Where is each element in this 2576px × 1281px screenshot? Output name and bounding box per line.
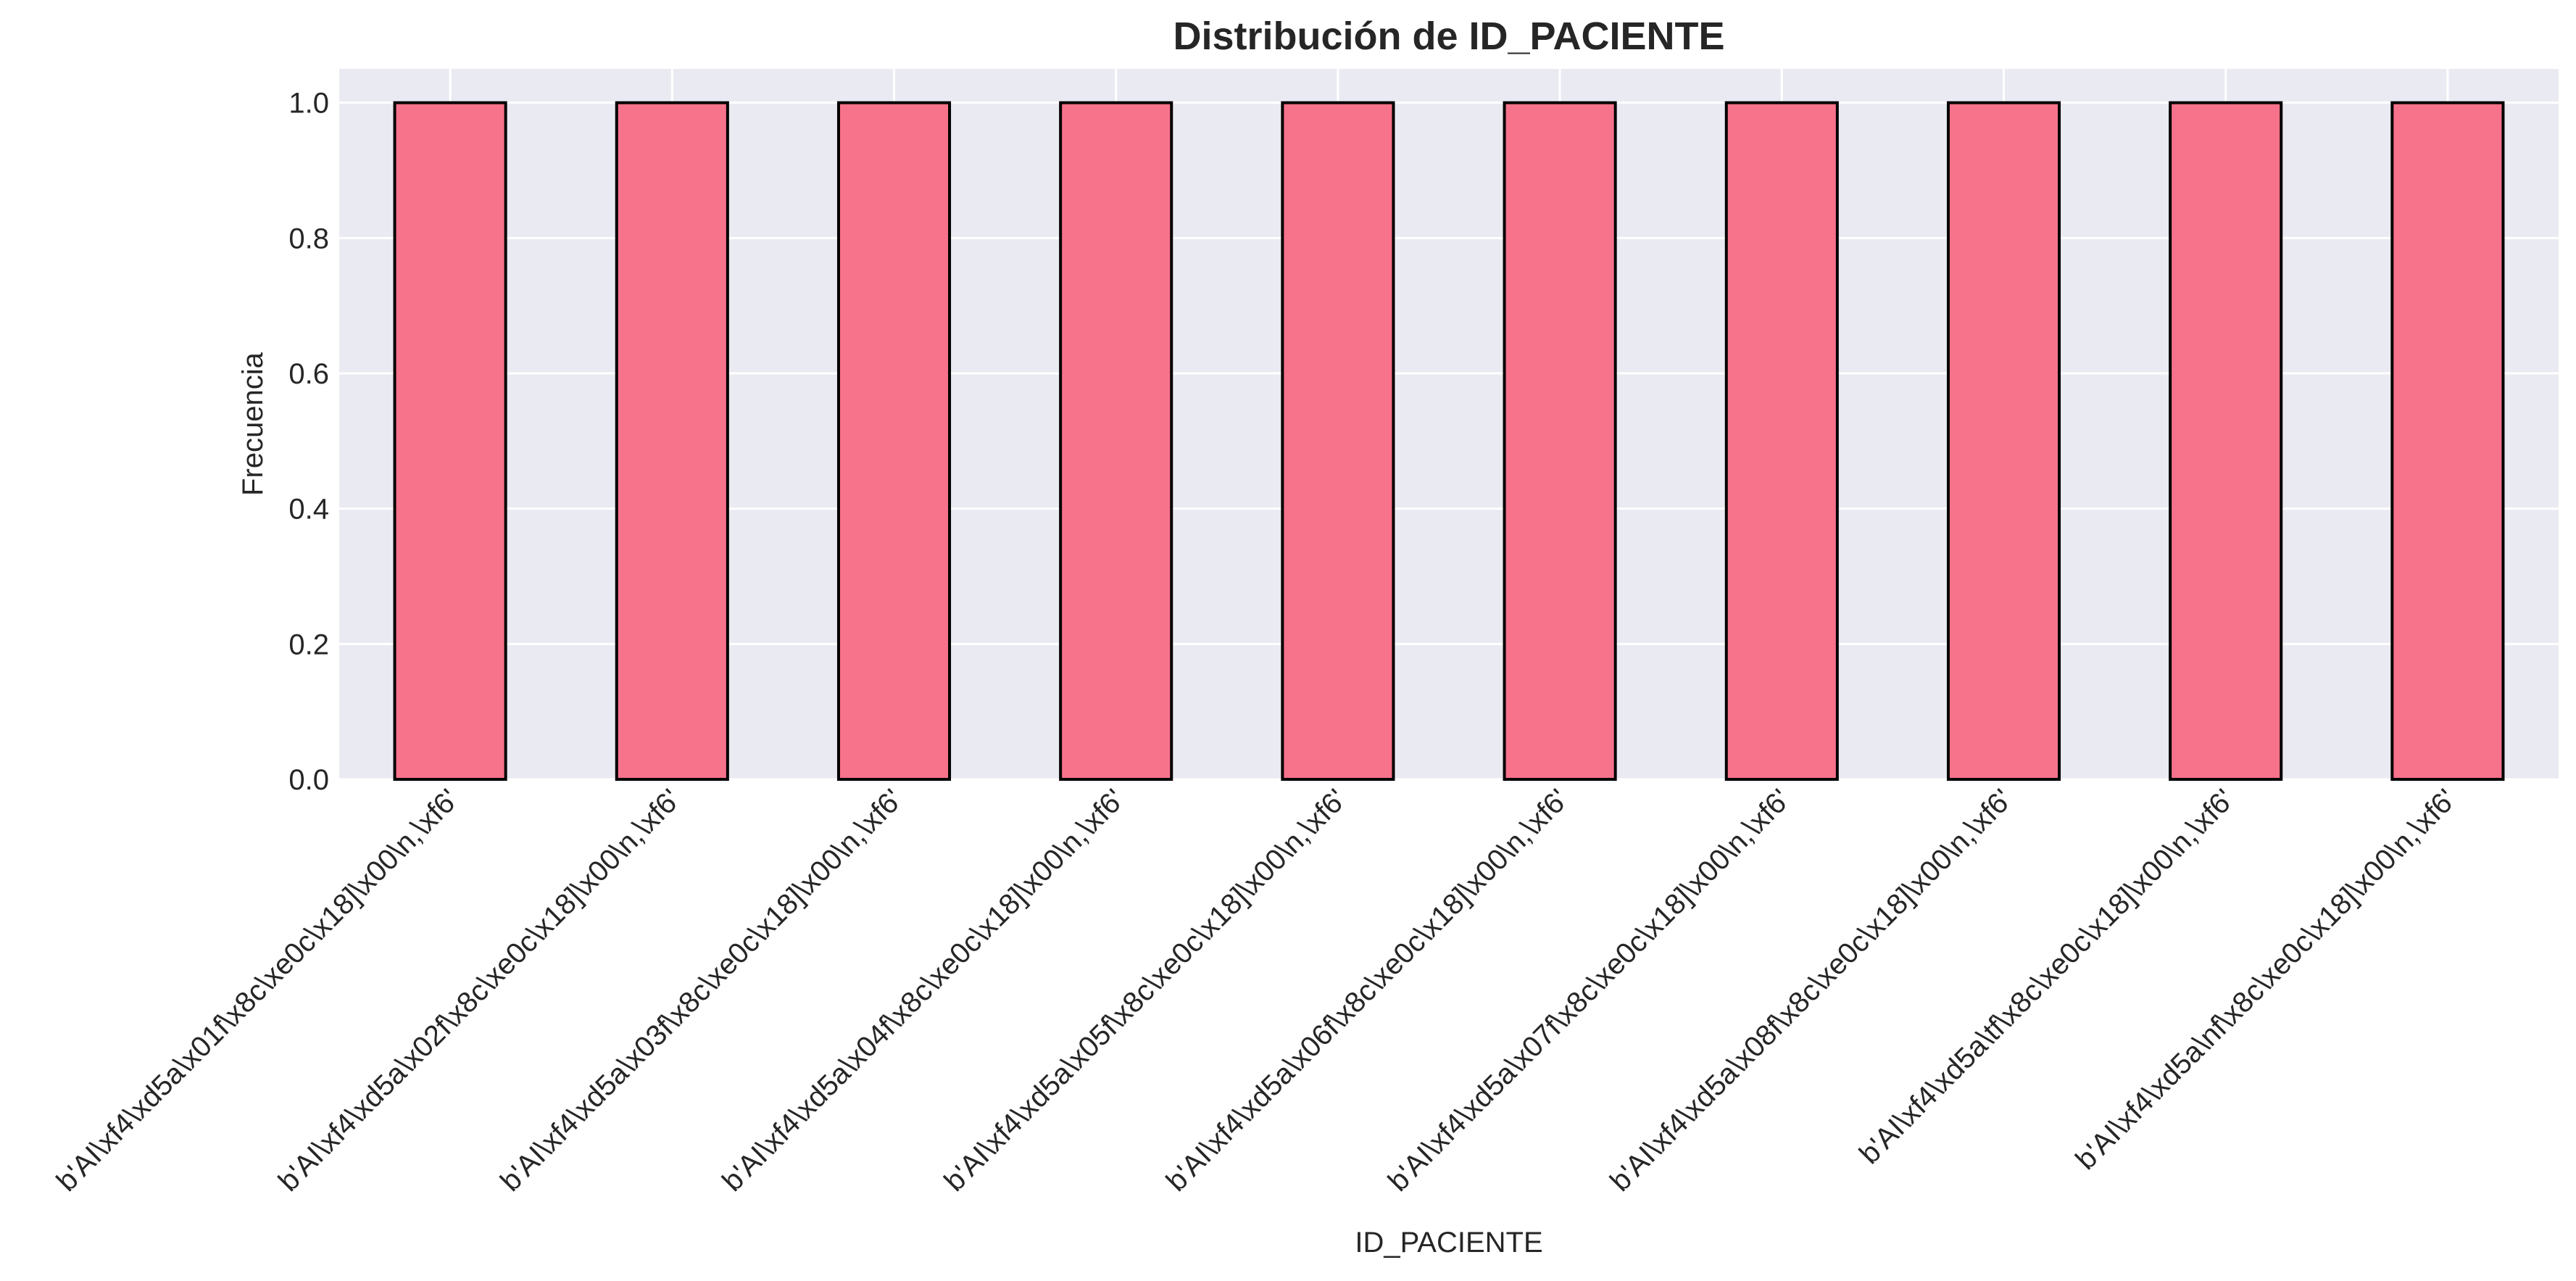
- x-tick-label: b'AI\xf4\xd5a\x08f\x8c\xe0c\x18]\x00\n,\…: [1604, 783, 2019, 1198]
- x-tick-label: b'AI\xf4\xd5a\x04f\x8c\xe0c\x18]\x00\n,\…: [716, 783, 1131, 1198]
- bar: [2169, 101, 2283, 781]
- y-tick-label: 0.8: [288, 223, 329, 254]
- x-tick-label: b'AI\xf4\xd5a\x03f\x8c\xe0c\x18]\x00\n,\…: [494, 783, 909, 1198]
- bar: [393, 101, 507, 781]
- bar: [2390, 101, 2505, 781]
- x-tick-labels: b'AI\xf4\xd5a\x01f\x8c\xe0c\x18]\x00\n,\…: [51, 783, 2463, 1198]
- y-tick-label: 0.2: [288, 629, 329, 660]
- x-tick-label: b'AI\xf4\xd5a\x06f\x8c\xe0c\x18]\x00\n,\…: [1160, 783, 1575, 1198]
- chart-title: Distribución de ID_PACIENTE: [1173, 14, 1724, 58]
- x-tick-label: b'AI\xf4\xd5a\x07f\x8c\xe0c\x18]\x00\n,\…: [1382, 783, 1797, 1198]
- y-tick-label: 0.6: [288, 358, 329, 390]
- x-axis-label: ID_PACIENTE: [1355, 1227, 1542, 1259]
- bar: [1059, 101, 1173, 781]
- bar: [615, 101, 729, 781]
- bar: [836, 101, 952, 781]
- y-tick-label: 0.0: [288, 764, 329, 796]
- bar: [1946, 101, 2061, 781]
- y-axis-label: Frecuencia: [237, 352, 269, 496]
- bar: [1503, 101, 1617, 781]
- y-tick-label: 1.0: [288, 88, 329, 120]
- y-tick-labels: 0.0 0.2 0.4 0.6 0.8 1.0: [288, 88, 329, 796]
- x-tick-label: b'AI\xf4\xd5a\nf\x8c\xe0c\x18]\x00\n,\xf…: [2069, 783, 2462, 1176]
- x-tick-label: b'AI\xf4\xd5a\x05f\x8c\xe0c\x18]\x00\n,\…: [939, 783, 1353, 1198]
- bar: [1724, 101, 1839, 781]
- bar: [1281, 101, 1395, 781]
- x-tick-label: b'AI\xf4\xd5a\tf\x8c\xe0c\x18]\x00\n,\xf…: [1853, 783, 2240, 1170]
- x-tick-label: b'AI\xf4\xd5a\x02f\x8c\xe0c\x18]\x00\n,\…: [273, 783, 687, 1198]
- y-tick-label: 0.4: [288, 494, 329, 526]
- x-tick-label: b'AI\xf4\xd5a\x01f\x8c\xe0c\x18]\x00\n,\…: [51, 783, 465, 1198]
- bars: [393, 101, 2505, 781]
